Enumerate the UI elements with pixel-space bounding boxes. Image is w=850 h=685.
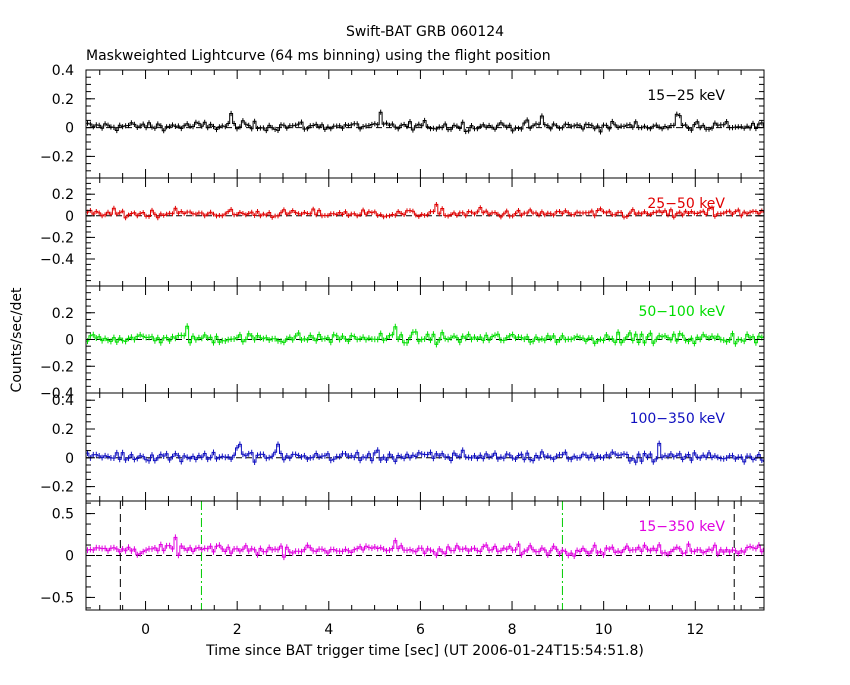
series-1 <box>86 109 764 135</box>
x-tick-label: 8 <box>508 622 517 638</box>
band-label: 25−50 keV <box>647 196 725 212</box>
x-tick-label: 12 <box>686 622 704 638</box>
panel-1: −0.2 0 0.2 0.4 15−25 keV <box>40 63 765 179</box>
band-label: 15−350 keV <box>638 519 725 535</box>
error-bars <box>87 323 763 348</box>
x-tick-label: 6 <box>416 622 425 638</box>
y-tick-label: 0.2 <box>52 422 74 438</box>
y-tick-label: 0.4 <box>52 63 74 79</box>
series-4 <box>86 440 764 466</box>
y-tick-label: −0.2 <box>40 149 74 165</box>
series-5 <box>86 534 764 561</box>
series-3 <box>86 323 764 348</box>
y-tick-label: 0 <box>65 333 74 349</box>
chart-subtitle: Maskweighted Lightcurve (64 ms binning) … <box>86 48 551 64</box>
x-tick-label: 0 <box>141 622 150 638</box>
series-line <box>86 325 764 345</box>
y-tick-label: 0 <box>65 209 74 225</box>
panels-group: −0.2 0 0.2 0.4 15−25 keV −0.4 −0.2 0 0.2 25−50 ke… <box>40 63 765 638</box>
error-bars <box>87 109 763 135</box>
band-label: 15−25 keV <box>647 88 725 104</box>
y-axis-label: Counts/sec/det <box>9 287 25 392</box>
band-label: 100−350 keV <box>630 411 726 427</box>
y-tick-label: 0.5 <box>52 507 74 523</box>
band-label: 50−100 keV <box>638 304 725 320</box>
series-line <box>86 203 764 219</box>
y-tick-label: −0.5 <box>40 590 74 606</box>
x-axis-label: Time since BAT trigger time [sec] (UT 20… <box>205 643 644 659</box>
panel-4: −0.2 0 0.2 0.4 100−350 keV <box>40 392 765 502</box>
y-tick-label: 0 <box>65 451 74 467</box>
series-line <box>86 442 764 463</box>
y-tick-label: 0 <box>65 549 74 565</box>
y-tick-label: −0.2 <box>40 480 74 496</box>
y-tick-label: −0.4 <box>40 386 74 402</box>
error-bars <box>87 440 763 466</box>
y-tick-label: −0.4 <box>40 252 74 268</box>
panel-3: −0.4 −0.2 0 0.2 50−100 keV <box>40 285 765 402</box>
y-tick-label: −0.2 <box>40 230 74 246</box>
x-tick-label: 10 <box>595 622 613 638</box>
x-tick-label: 2 <box>233 622 242 638</box>
panel-frame <box>85 177 765 287</box>
y-tick-label: −0.2 <box>40 359 74 375</box>
series-line <box>86 111 764 133</box>
x-tick-label: 4 <box>324 622 333 638</box>
y-tick-label: 0.2 <box>52 306 74 322</box>
error-bars <box>87 534 763 561</box>
series-2 <box>86 202 764 221</box>
y-tick-label: 0.4 <box>52 393 74 409</box>
y-tick-label: 0 <box>65 121 74 137</box>
panel-5: −0.5 0 0.5 15−350 keV <box>40 500 765 611</box>
y-tick-label: 0.2 <box>52 187 74 203</box>
series-line <box>86 536 764 558</box>
chart-title: Swift-BAT GRB 060124 <box>346 24 504 40</box>
panel-2: −0.4 −0.2 0 0.2 25−50 keV <box>40 177 765 287</box>
error-bars <box>87 202 763 221</box>
y-tick-label: 0.2 <box>52 92 74 108</box>
panel-frame <box>85 392 765 502</box>
